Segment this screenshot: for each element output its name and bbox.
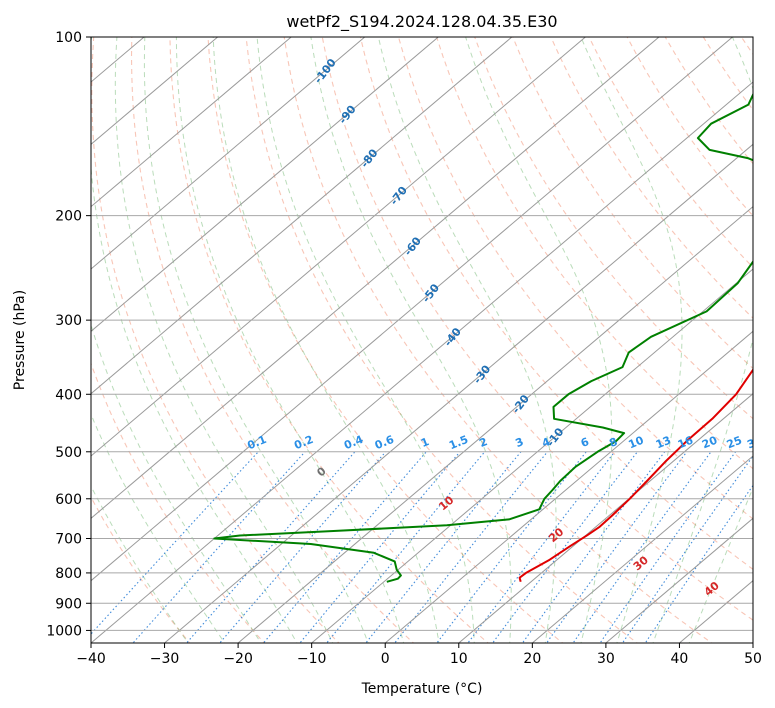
x-tick-label: 40	[671, 651, 689, 667]
mixing-ratio-label: 3	[514, 435, 526, 450]
mixing-ratio-line	[91, 451, 259, 635]
mixing-ratio-label: 13	[654, 434, 673, 452]
isotherm-line	[91, 37, 440, 332]
mixing-ratio-line	[521, 451, 666, 643]
x-tick-label: 20	[523, 651, 541, 667]
mixing-ratio-line	[644, 484, 753, 643]
y-tick-label: 1000	[46, 623, 82, 639]
x-tick-label: −10	[297, 651, 327, 667]
moist-adiabat-line	[580, 37, 683, 643]
mixing-ratio-line	[621, 455, 753, 643]
dry-adiabat-line	[474, 37, 753, 420]
moist-adiabat-line	[377, 37, 557, 643]
dry-adiabat-line	[130, 37, 415, 643]
isotherm-line	[91, 37, 660, 519]
moist-adiabat-line	[114, 37, 334, 643]
isotherm-line	[531, 455, 753, 643]
y-tick-label: 600	[55, 492, 82, 508]
isotherm-line	[91, 37, 219, 145]
mixing-ratio-line	[545, 451, 688, 643]
mixing-ratio-line	[393, 451, 548, 643]
moist-adiabat-line	[688, 486, 753, 643]
mixing-ratio-line	[436, 451, 587, 643]
mixing-ratio-label: 30	[745, 434, 764, 452]
dewpoint-profile-line	[213, 92, 753, 583]
mixing-ratio-label: 1	[419, 435, 431, 450]
moist-adiabat-line	[143, 37, 369, 643]
y-tick-label: 500	[55, 445, 82, 461]
mixing-ratio-line	[467, 451, 616, 643]
plot-area: -100-90-80-70-60-50-40-30-20-100.1 0.2 0.4…	[91, 37, 764, 643]
temperature-profile-line	[518, 368, 753, 583]
x-axis-label: Temperature (°C)	[361, 681, 483, 697]
isotherm-line	[384, 330, 753, 643]
mixing-ratio-label: 25	[725, 434, 744, 452]
y-tick-label: 100	[55, 30, 82, 46]
y-axis-ticks: 100 200 300 400 500 600 700 800 900 1000	[46, 30, 91, 639]
isotherm-line	[310, 268, 753, 643]
isotherm-line	[91, 37, 366, 270]
x-tick-label: 50	[744, 651, 762, 667]
y-tick-label: 200	[55, 209, 82, 225]
isotherm-line	[91, 37, 734, 582]
mixing-ratio-label: 8	[607, 435, 619, 450]
y-tick-label: 800	[55, 566, 82, 582]
mixing-ratio-label: 2	[477, 435, 489, 450]
isotherms	[91, 37, 753, 643]
x-tick-label: −20	[223, 651, 253, 667]
moist-adiabat-line	[91, 485, 189, 643]
y-tick-label: 700	[55, 532, 82, 548]
dry-adiabat-line	[245, 37, 639, 643]
mixing-ratio-line	[599, 451, 737, 643]
x-tick-label: −40	[76, 651, 106, 667]
y-tick-label: 900	[55, 596, 82, 612]
moist-adiabats	[91, 37, 753, 643]
plot-frame	[90, 36, 754, 644]
isotherm-line	[91, 37, 513, 395]
moist-adiabat-line	[91, 37, 298, 643]
moist-adiabat-line	[310, 37, 512, 643]
dry-adiabat-line	[436, 37, 753, 470]
chart-title: wetPf2_S194.2024.128.04.35.E30	[286, 12, 557, 32]
mixing-ratio-line	[219, 451, 387, 643]
moist-adiabat-line	[652, 37, 753, 643]
moist-adiabat-line	[175, 37, 405, 643]
y-tick-label: 400	[55, 387, 82, 403]
isobars	[91, 37, 753, 631]
isotherm-line	[91, 37, 292, 208]
y-tick-label: 300	[55, 313, 82, 329]
mixing-ratio-label: 16	[676, 434, 695, 452]
mixing-ratio-line	[572, 451, 712, 643]
isotherm-line	[91, 37, 587, 457]
moist-adiabat-line	[212, 37, 440, 643]
isotherm-line	[91, 81, 753, 643]
mixing-ratio-label: 10	[627, 434, 646, 452]
y-axis-label: Pressure (hPa)	[12, 290, 28, 390]
isotherm-line	[605, 517, 753, 643]
dry-adiabat-line	[397, 37, 753, 520]
x-tick-label: 0	[381, 651, 390, 667]
mixing-ratio-label: 20	[700, 434, 719, 452]
x-tick-label: 30	[597, 651, 615, 667]
mixing-ratio-line	[262, 451, 427, 643]
mixing-ratio-line	[185, 451, 356, 643]
x-tick-label: −30	[150, 651, 180, 667]
isotherm-line	[237, 205, 753, 643]
x-axis-ticks: −40 −30 −20 −10 0 10 20 30 40 50	[76, 643, 762, 667]
sounding-profiles	[213, 92, 753, 583]
dry-adiabat-line	[359, 37, 753, 570]
x-tick-label: 10	[450, 651, 468, 667]
